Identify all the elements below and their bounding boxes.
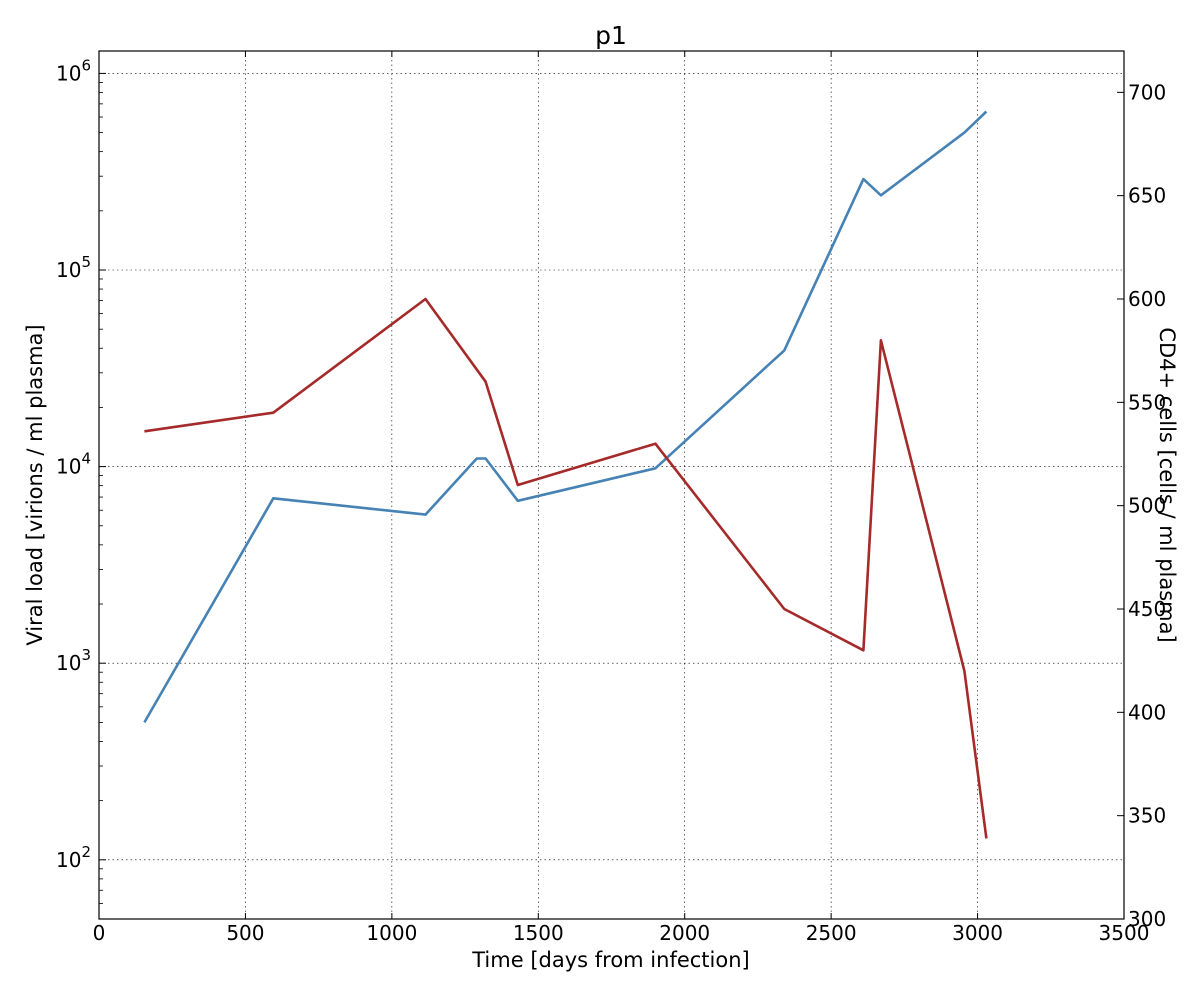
- y-tick-base: 10: [56, 651, 81, 675]
- y-tick-exponent: 6: [81, 56, 91, 74]
- tick-labels: 0 500 1000 1500 2000 2500 3000 3500102103104105…: [56, 56, 1166, 945]
- grid-lines: [99, 51, 1124, 919]
- y-tick-base: 10: [56, 61, 81, 85]
- viral-load-line: [143, 110, 988, 724]
- y-tick-exponent: 4: [81, 450, 91, 468]
- x-tick-label: 2500: [806, 921, 857, 945]
- y-tick-label: 102: [56, 843, 91, 872]
- y-tick-label: 105: [56, 253, 91, 282]
- x-tick-label: 500: [226, 921, 264, 945]
- y2-tick-label: 550: [1128, 390, 1166, 414]
- y2-tick-label: 400: [1128, 700, 1166, 724]
- x-tick-label: 3500: [1099, 921, 1150, 945]
- y-tick-label: 106: [56, 56, 91, 85]
- y-tick-base: 10: [56, 455, 81, 479]
- x-tick-label: 1000: [366, 921, 417, 945]
- y-tick-base: 10: [56, 258, 81, 282]
- x-tick-label: 2000: [659, 921, 710, 945]
- plot-frame: [98, 50, 1125, 920]
- y-tick-base: 10: [56, 848, 81, 872]
- x-tick-label: 3000: [952, 921, 1003, 945]
- x-tick-label: 0: [93, 921, 106, 945]
- axis-ticks: [98, 51, 1125, 920]
- plot-area: [99, 51, 1124, 919]
- x-axis-label: Time [days from infection]: [471, 948, 749, 972]
- y2-tick-label: 650: [1128, 184, 1166, 208]
- cd4-count-line: [144, 297, 988, 839]
- y-tick-label: 103: [56, 646, 91, 675]
- y-tick-label: 104: [56, 450, 91, 479]
- y2-tick-label: 600: [1128, 287, 1166, 311]
- y-axis-label: Viral load [virions / ml plasma]: [23, 324, 47, 645]
- y2-tick-label: 500: [1128, 494, 1166, 518]
- y2-tick-label: 450: [1128, 597, 1166, 621]
- y-tick-exponent: 3: [81, 646, 91, 664]
- y2-axis-label: CD4+ cells [cells / ml plasma]: [1155, 327, 1179, 642]
- chart-title: p1: [595, 21, 627, 50]
- y2-tick-label: 350: [1128, 804, 1166, 828]
- y2-tick-label: 700: [1128, 80, 1166, 104]
- y2-tick-label: 300: [1128, 907, 1166, 931]
- y-tick-exponent: 2: [81, 843, 91, 861]
- x-tick-label: 1500: [513, 921, 564, 945]
- y-tick-exponent: 5: [81, 253, 91, 271]
- series-lines: [143, 110, 988, 839]
